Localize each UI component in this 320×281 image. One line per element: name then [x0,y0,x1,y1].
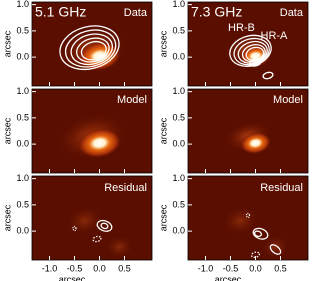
panel: 0.0 0.5 1.0 arcsec Model [158,86,309,174]
y-axis-label: arcsec [2,204,12,231]
contour [269,244,282,255]
contour [80,40,107,61]
component-label: HR-B [228,22,255,34]
x-axis-label: arcsec [215,274,242,281]
y-axis-label: arcsec [2,30,12,57]
x-tick-label: -0.5 [223,263,239,273]
emission [220,205,261,237]
y-tick-label: 0.0 [16,139,29,149]
contour [96,219,113,232]
panel-frame [187,175,309,261]
x-tick-label: 0.0 [93,263,106,273]
frequency-label: 7.3 GHz [191,4,242,20]
y-tick-label: 0.5 [172,25,185,35]
image [223,120,273,155]
emission [260,234,291,260]
image [55,25,129,74]
contour [248,58,263,67]
x-tick-label: 0.5 [274,263,287,273]
y-tick-label: 0.5 [172,112,185,122]
panel-frame [31,88,153,174]
contour [64,29,117,68]
contour [92,235,102,243]
contour [262,71,274,80]
frequency-label: 5.1 GHz [35,4,86,20]
y-tick-label: 0.5 [16,199,29,209]
y-tick-label: 1.0 [16,86,29,96]
emission [239,131,272,155]
image [220,205,291,260]
panel-frame [187,88,309,174]
y-tick-label: 0.5 [16,25,29,35]
x-tick-label: 0.5 [118,263,131,273]
contour [250,251,261,259]
panel-frame [187,1,309,87]
y-axis-label: arcsec [158,204,168,231]
panel-frame [31,175,153,261]
contour [252,227,269,240]
image [64,205,135,260]
emission [64,205,105,237]
y-tick-label: 0.0 [172,226,185,236]
x-tick-label: -1.0 [198,263,214,273]
y-tick-label: 1.0 [16,0,29,9]
contour [237,40,268,64]
x-tick-label: -1.0 [42,263,58,273]
y-axis-label: arcsec [2,117,12,144]
emission [104,234,135,260]
panel: 0.0 0.5 1.0 arcsec Model [2,86,153,174]
panel-label: Model [273,94,303,106]
y-axis-label: arcsec [158,117,168,144]
panel: 0.0 0.5 1.0 arcsec Data 5.1 GHz [2,0,153,87]
panel-label: Data [124,7,148,19]
y-tick-label: 0.5 [16,112,29,122]
image [55,112,129,161]
panel: 0.0 0.5 1.0 arcsec Data 7.3 GHz HR-B HR-A [158,0,309,87]
emission [77,127,122,159]
x-axis-label: arcsec [59,274,86,281]
y-tick-label: 0.5 [172,199,185,209]
y-tick-label: 0.0 [16,52,29,62]
contour [241,44,266,63]
panel-label: Residual [104,182,147,194]
contour [70,33,114,66]
contour [72,225,77,232]
y-tick-label: 1.0 [172,86,185,96]
figure: 0.0 0.5 1.0 arcsec Data 5.1 GHz 0.0 0.5 1.0 arcse… [2,0,309,281]
contour [253,230,263,238]
contour [245,46,265,62]
x-tick-label: -0.5 [67,263,83,273]
y-tick-label: 1.0 [172,173,185,183]
image [223,33,274,80]
panel: 0.0 0.5 1.0 -1.0 -0.5 0.0 0.5 arcsec Residual arc… [158,173,309,281]
x-tick-label: 0.0 [249,263,262,273]
contour [233,37,270,66]
y-tick-label: 0.0 [172,52,185,62]
contour [100,222,109,230]
component-label: HR-A [261,30,289,42]
y-axis-label: arcsec [158,30,168,57]
contour [76,37,110,63]
y-tick-label: 0.0 [16,226,29,236]
contour [59,25,120,71]
panel-label: Data [280,7,304,19]
panel-label: Model [117,94,147,106]
y-tick-label: 1.0 [172,0,185,9]
panel-label: Residual [260,182,303,194]
contour [229,34,272,67]
emission [77,40,122,72]
y-tick-label: 1.0 [16,173,29,183]
contour [245,212,251,218]
y-tick-label: 0.0 [172,139,185,149]
panel: 0.0 0.5 1.0 -1.0 -0.5 0.0 0.5 arcsec Residual arc… [2,173,153,281]
panel-frame [31,1,153,87]
